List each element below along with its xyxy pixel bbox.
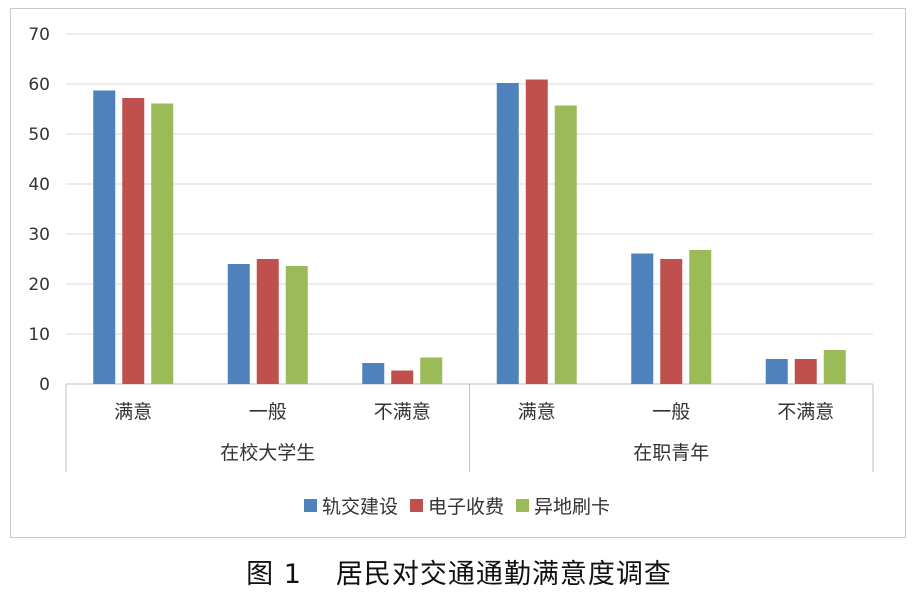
y-tick-label: 20: [28, 275, 50, 295]
bar: [391, 370, 414, 384]
bar: [689, 250, 712, 384]
category-label: 满意: [114, 401, 152, 423]
bar: [660, 259, 683, 384]
group-label: 在职青年: [633, 442, 709, 464]
bar: [93, 90, 116, 384]
legend-swatch: [304, 499, 317, 512]
bar: [525, 79, 548, 384]
y-tick-label: 60: [28, 75, 50, 95]
bar: [151, 103, 174, 384]
y-axis-ticks: 0 10 20 30 40 50 60 70: [28, 25, 50, 395]
bar: [631, 253, 654, 384]
category-label: 满意: [518, 401, 556, 423]
bar: [765, 359, 788, 384]
legend-label: 电子收费: [428, 496, 504, 518]
caption-text: 居民对交通通勤满意度调查: [335, 559, 672, 590]
figure-caption: 图 1 居民对交通通勤满意度调查: [0, 552, 918, 591]
legend-label: 异地刷卡: [534, 496, 610, 518]
bars: [93, 79, 846, 384]
caption-number: 图 1: [246, 559, 302, 590]
category-label: 不满意: [374, 401, 431, 423]
y-tick-label: 70: [28, 25, 50, 45]
legend-swatch: [410, 499, 423, 512]
bar: [554, 105, 577, 384]
bar: [285, 266, 308, 384]
y-tick-label: 50: [28, 125, 50, 145]
y-tick-label: 0: [39, 375, 50, 395]
y-tick-label: 10: [28, 325, 50, 345]
category-label: 一般: [652, 401, 690, 423]
y-tick-label: 40: [28, 175, 50, 195]
bar: [256, 259, 279, 384]
bar: [823, 350, 846, 384]
group-label: 在校大学生: [220, 442, 315, 464]
category-label: 不满意: [777, 401, 834, 423]
legend-swatch: [516, 499, 529, 512]
bar: [420, 357, 443, 384]
bar: [227, 264, 250, 384]
category-label: 一般: [249, 401, 287, 423]
bar: [794, 359, 817, 384]
bar: [496, 83, 519, 384]
legend-label: 轨交建设: [322, 496, 398, 518]
grid-lines: [65, 33, 874, 472]
bar: [122, 98, 145, 384]
legend: 轨交建设 电子收费 异地刷卡: [304, 496, 610, 518]
bar: [362, 363, 385, 384]
y-tick-label: 30: [28, 225, 50, 245]
